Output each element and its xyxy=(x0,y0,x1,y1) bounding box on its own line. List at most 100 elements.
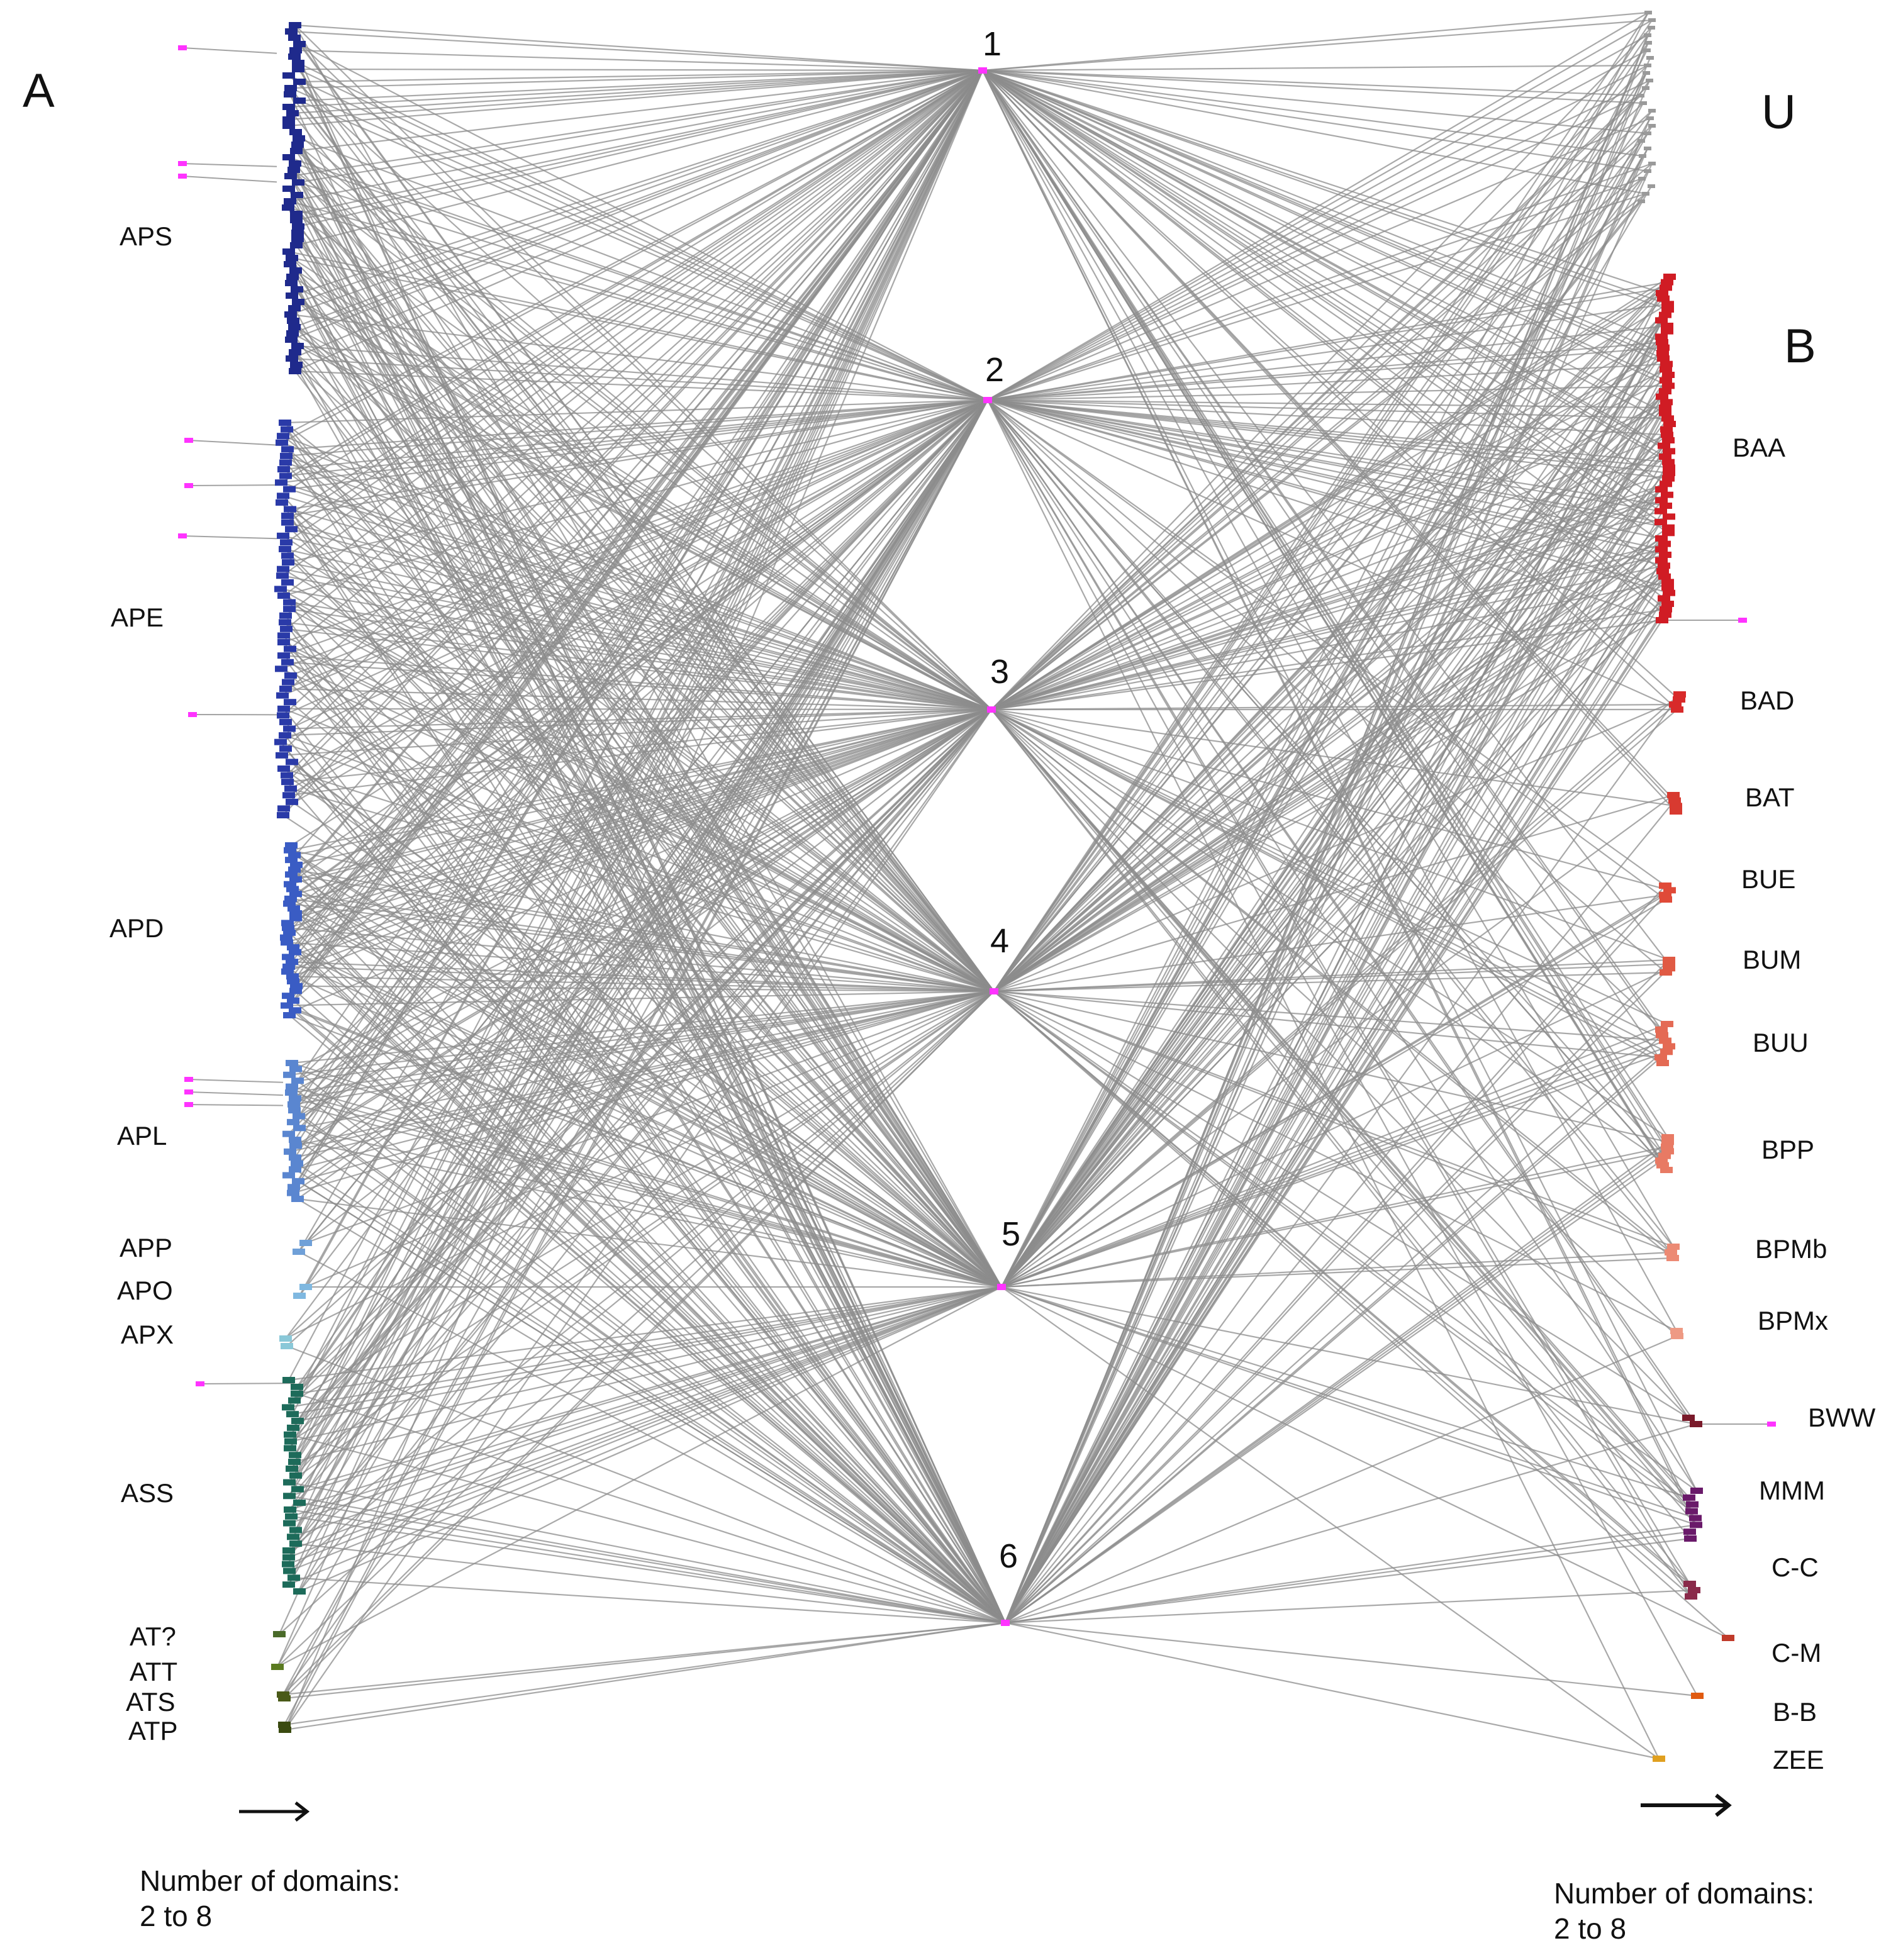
right-group-label: B-B xyxy=(1773,1697,1817,1727)
upper-edge xyxy=(982,69,1648,135)
left-edge xyxy=(294,70,983,1158)
left-edge xyxy=(286,628,992,711)
left-node xyxy=(277,466,290,473)
left-node xyxy=(299,1240,312,1246)
upper-node xyxy=(1646,79,1653,82)
left-edge xyxy=(294,163,995,992)
left-edge xyxy=(287,399,988,517)
right-edge xyxy=(987,399,1668,420)
left-edge xyxy=(289,70,983,1496)
left-node xyxy=(293,1249,305,1255)
left-node xyxy=(282,123,295,129)
left-edge xyxy=(282,399,988,716)
left-node xyxy=(288,866,301,873)
left-edge xyxy=(294,24,983,72)
right-group-label: BAT xyxy=(1745,782,1795,812)
right-node xyxy=(1661,328,1673,335)
outlier-edge xyxy=(188,1079,284,1083)
right-edge xyxy=(993,603,1668,992)
left-node xyxy=(289,1137,301,1144)
left-node xyxy=(289,915,302,922)
right-edge xyxy=(1005,369,1666,1623)
arrow-right-head xyxy=(1715,1793,1732,1817)
right-node xyxy=(1671,706,1683,713)
left-node xyxy=(289,910,302,916)
right-edge xyxy=(991,708,1677,807)
left-node xyxy=(276,439,288,446)
left-node xyxy=(285,1513,298,1520)
left-edge xyxy=(288,70,983,1381)
right-group-label: BAD xyxy=(1740,686,1794,715)
left-node xyxy=(282,993,294,999)
upper-node xyxy=(1644,147,1651,150)
left-edge xyxy=(294,70,983,1401)
arrow-left-head xyxy=(294,1801,310,1822)
left-node xyxy=(277,712,289,719)
right-edge xyxy=(1005,374,1669,1623)
left-edge xyxy=(289,399,988,1496)
left-node xyxy=(284,85,297,91)
left-node xyxy=(283,1071,296,1078)
left-edge xyxy=(281,708,992,756)
right-edge xyxy=(993,991,1693,1505)
left-edge xyxy=(298,1115,1006,1623)
right-edge xyxy=(982,70,1667,1171)
left-edge xyxy=(285,462,992,711)
right-node xyxy=(1661,279,1673,286)
right-edge xyxy=(1005,336,1662,1623)
right-node xyxy=(1662,530,1675,537)
right-node xyxy=(1661,306,1674,313)
left-node xyxy=(282,1377,295,1383)
left-edge xyxy=(296,1286,1002,1395)
right-edge xyxy=(991,709,1692,1597)
right-node xyxy=(1690,1488,1703,1494)
right-node xyxy=(1661,323,1673,329)
upper-node xyxy=(1646,56,1654,60)
right-edge xyxy=(987,399,1662,540)
left-node xyxy=(287,318,299,324)
right-edge xyxy=(1001,521,1661,1288)
right-edge xyxy=(991,303,1668,710)
right-edge xyxy=(1001,483,1666,1288)
left-edge xyxy=(291,70,983,860)
right-edge xyxy=(991,709,1662,1162)
left-edge xyxy=(284,70,984,1730)
left-edge xyxy=(288,188,1006,1623)
right-node xyxy=(1657,295,1670,302)
left-node xyxy=(292,223,304,230)
upper-edge xyxy=(987,192,1646,401)
right-node xyxy=(1662,372,1675,378)
right-edge xyxy=(987,399,1668,589)
left-edge xyxy=(299,399,988,1592)
right-node xyxy=(1660,366,1672,373)
upper-edge xyxy=(1001,155,1643,1288)
left-edge xyxy=(290,399,988,789)
right-node xyxy=(1656,1162,1669,1169)
outlier-edge xyxy=(182,163,277,167)
upper-edge xyxy=(991,65,1648,710)
right-edge xyxy=(1001,794,1674,1288)
upper-node xyxy=(1648,18,1656,22)
left-node xyxy=(287,978,299,984)
outlier-node xyxy=(178,45,187,50)
left-node xyxy=(287,997,299,1004)
right-node xyxy=(1654,519,1667,525)
left-edge xyxy=(291,257,988,401)
left-edge xyxy=(299,69,983,102)
left-edge xyxy=(282,435,992,711)
left-node xyxy=(282,1172,295,1179)
right-edge xyxy=(982,70,1662,501)
right-edge xyxy=(1005,1537,1691,1624)
upper-edge xyxy=(993,178,1643,992)
left-edge xyxy=(287,70,983,958)
left-node xyxy=(290,983,303,989)
left-node xyxy=(287,1184,300,1191)
left-edge xyxy=(287,661,995,992)
left-edge xyxy=(284,735,1006,1623)
outlier-edge xyxy=(188,484,284,486)
left-node xyxy=(282,925,294,932)
left-node xyxy=(281,1002,293,1009)
left-node xyxy=(283,1012,296,1018)
left-edge xyxy=(297,1286,1002,1422)
